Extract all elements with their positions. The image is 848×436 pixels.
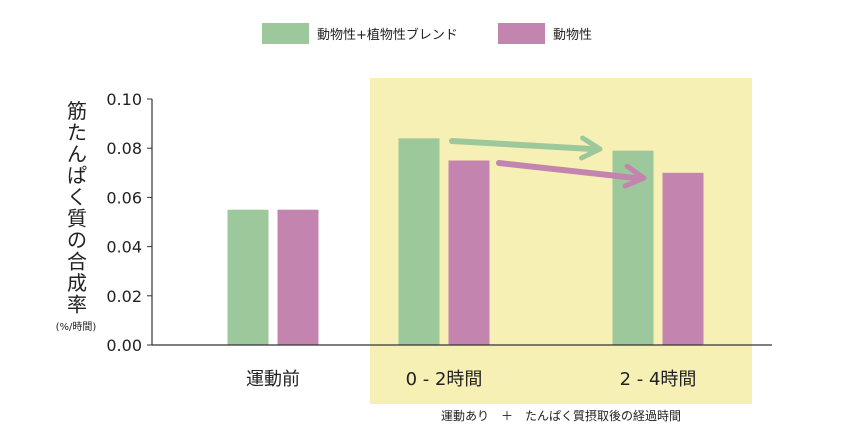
trend-arrow-animal-head [622,163,647,189]
trend-arrow-blend-head [578,135,603,161]
bar-animal-1 [448,160,490,345]
x-category-label-0: 運動前 [246,369,300,390]
trend-arrow-animal-shaft [496,160,639,181]
legend-label-blend: 動物性+植物性ブレンド [317,27,458,43]
y-tick-label-2: 0.04 [106,238,142,257]
y-tick-label-1: 0.02 [106,287,142,306]
bar-animal-2 [662,172,704,345]
legend-swatch-blend [262,23,309,44]
x-category-label-1: 0 - 2時間 [406,369,483,390]
bar-blend-0 [227,209,269,345]
legend-label-animal: 動物性 [553,28,592,43]
highlight-note: 運動あり ＋ たんぱく質摂取後の経過時間 [441,408,681,423]
bar-animal-0 [277,209,319,345]
bar-blend-1 [398,138,440,345]
y-axis-unit: (%/時間) [56,321,97,333]
y-tick-label-3: 0.06 [106,188,142,207]
y-axis-label: 筋たんぱく質の合成率 [67,99,87,317]
y-tick-label-5: 0.10 [106,90,142,109]
legend-swatch-animal [498,23,545,44]
y-tick-label-0: 0.00 [106,336,142,355]
trend-arrow-blend-shaft [449,138,595,152]
x-category-label-2: 2 - 4時間 [620,369,697,390]
y-tick-label-4: 0.08 [106,139,142,158]
